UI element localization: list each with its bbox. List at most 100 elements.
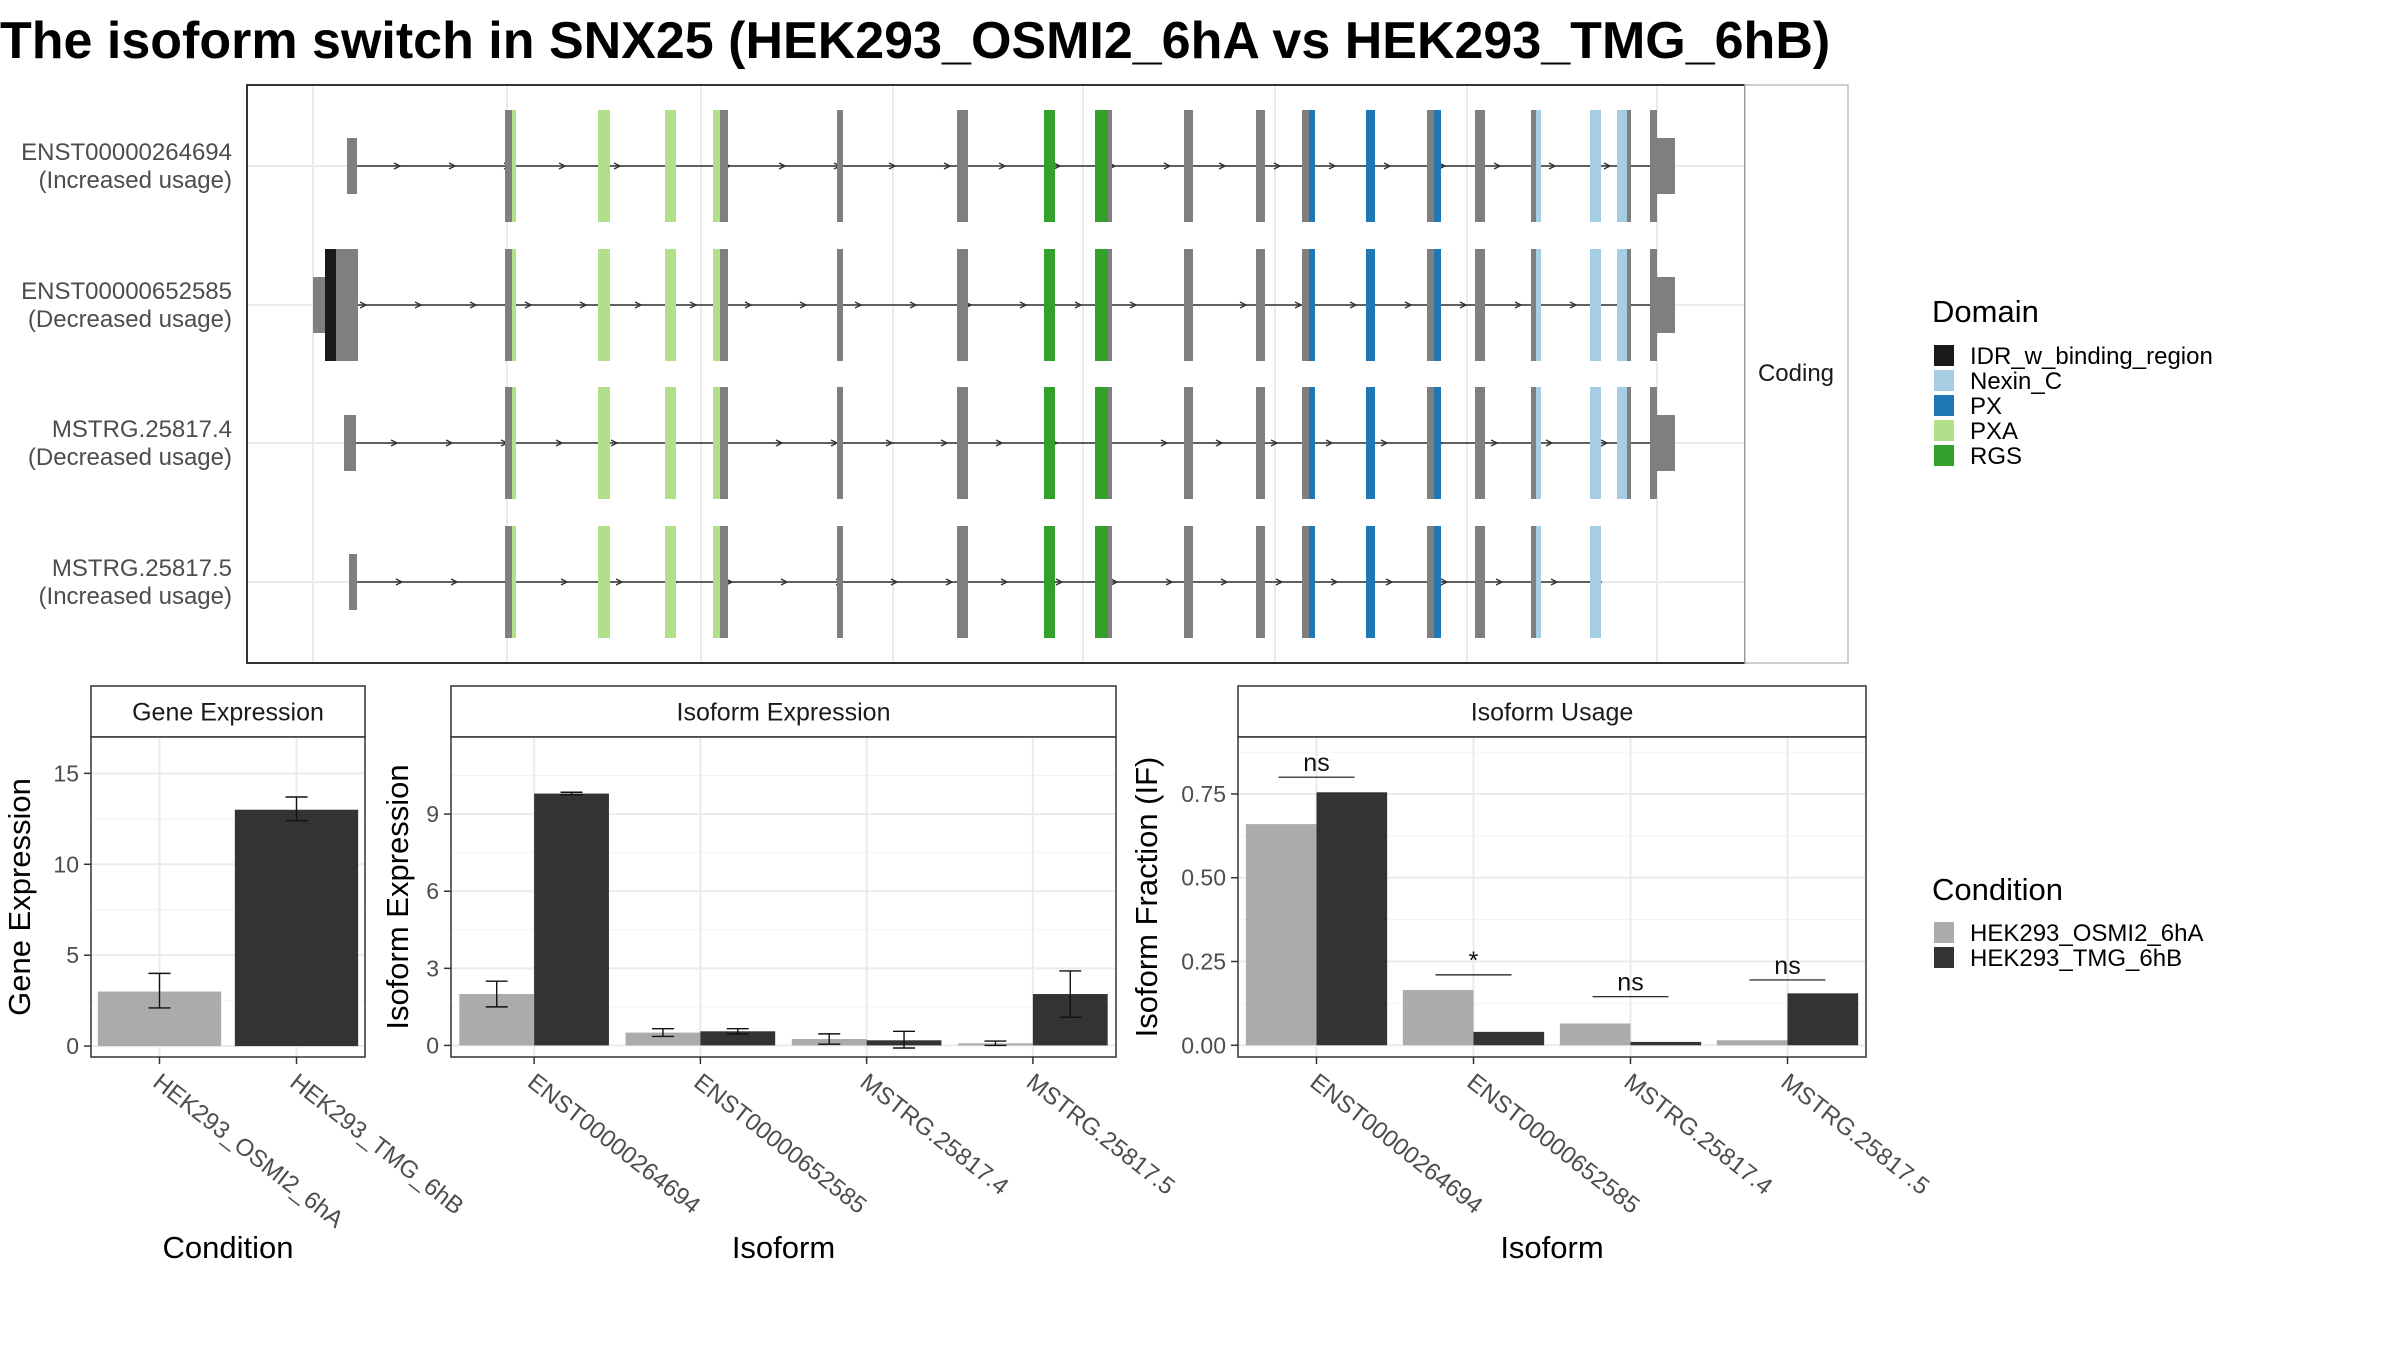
exon — [957, 387, 968, 499]
domain-segment — [1536, 526, 1541, 638]
domain-legend-label: Nexin_C — [1970, 368, 2062, 395]
exon — [1108, 387, 1112, 499]
domain-segment — [598, 110, 610, 222]
direction-arrow — [1404, 301, 1413, 309]
transcript-label: MSTRG.25817.4 — [52, 416, 232, 443]
domain-segment — [1617, 110, 1627, 222]
exon — [1108, 526, 1112, 638]
domain-segment — [1095, 249, 1108, 361]
exon — [720, 110, 728, 222]
direction-arrow — [1330, 578, 1339, 586]
domain-segment — [598, 249, 610, 361]
exon — [1184, 387, 1193, 499]
direction-arrow — [1490, 439, 1499, 447]
gene-expression-panel: Gene Expression051015HEK293_OSMI2_6hAHEK… — [2, 685, 469, 1265]
direction-arrow — [558, 162, 567, 170]
transcript-usage-label: (Decreased usage) — [28, 306, 232, 333]
direction-arrow — [1603, 162, 1612, 170]
direction-arrow — [1273, 162, 1282, 170]
direction-arrow — [780, 578, 789, 586]
isoform-expression-panel: Isoform Expression 0 3 6 9 ENST00000264694ENS… — [380, 685, 1180, 1265]
bar — [625, 1032, 701, 1046]
domain-segment — [1366, 387, 1375, 499]
direction-arrow — [1055, 578, 1064, 586]
direction-arrow — [775, 439, 784, 447]
direction-arrow — [1459, 301, 1468, 309]
significance-label: ns — [1774, 952, 1800, 980]
direction-arrow — [940, 439, 949, 447]
panel-title: Isoform Usage — [1471, 699, 1634, 727]
direction-arrow — [469, 301, 478, 309]
direction-arrow — [1163, 162, 1172, 170]
domain-legend-label: PXA — [1970, 418, 2018, 445]
domain-segment — [1044, 526, 1055, 638]
transcript-usage-label: (Increased usage) — [39, 167, 232, 194]
domain-segment — [665, 526, 676, 638]
direction-arrow — [1385, 578, 1394, 586]
plot-border — [450, 736, 1117, 1058]
domain-segment — [1617, 249, 1627, 361]
direction-arrow — [1000, 578, 1009, 586]
direction-arrow — [909, 301, 918, 309]
x-tick-label: ENST00000264694 — [522, 1068, 705, 1219]
x-axis-title: Condition — [163, 1230, 294, 1265]
significance-label: ns — [1303, 749, 1329, 777]
x-tick-label: ENST00000264694 — [1305, 1068, 1488, 1219]
x-axis-title: Isoform — [732, 1230, 835, 1265]
direction-arrow — [414, 301, 423, 309]
domain-segment — [1590, 110, 1601, 222]
direction-arrow — [1270, 439, 1279, 447]
y-tick-label: 15 — [53, 760, 79, 786]
plot-border — [1237, 736, 1867, 1058]
exon — [837, 387, 843, 499]
exon — [1427, 110, 1434, 222]
exon — [1531, 249, 1536, 361]
direction-arrow — [995, 439, 1004, 447]
domain-segment — [512, 249, 516, 361]
condition-legend-swatch — [1934, 947, 1954, 968]
direction-arrow — [448, 162, 457, 170]
exon — [1256, 110, 1265, 222]
bar — [1473, 1031, 1545, 1046]
x-tick-label: MSTRG.25817.4 — [1619, 1068, 1778, 1200]
bar — [1787, 993, 1859, 1046]
domain-segment — [1309, 110, 1315, 222]
structure-strip — [1744, 84, 1849, 664]
exon — [505, 249, 514, 361]
exon — [1302, 249, 1309, 361]
x-tick-label: ENST00000652585 — [689, 1068, 872, 1219]
domain-legend-swatch — [1934, 370, 1954, 391]
domain-segment — [1434, 110, 1441, 222]
direction-arrow — [450, 578, 459, 586]
direction-arrow — [445, 439, 454, 447]
exon — [1427, 526, 1434, 638]
exon — [1650, 110, 1657, 222]
domain-segment — [512, 387, 516, 499]
direction-arrow — [1548, 162, 1557, 170]
exon — [837, 526, 843, 638]
bar — [1245, 824, 1317, 1046]
exon — [1627, 387, 1631, 499]
exon — [1184, 249, 1193, 361]
domain-legend-title: Domain — [1932, 294, 2039, 329]
direction-arrow — [1129, 301, 1138, 309]
exon — [347, 138, 357, 194]
direction-arrow — [1495, 578, 1504, 586]
bar — [1559, 1023, 1631, 1046]
exon — [957, 526, 968, 638]
exon — [1475, 249, 1485, 361]
direction-arrow — [615, 578, 624, 586]
x-tick-label: ENST00000652585 — [1462, 1068, 1645, 1219]
panel-title: Isoform Expression — [677, 699, 891, 727]
y-tick-label: 9 — [426, 801, 439, 827]
transcript-row — [347, 110, 1675, 222]
bar — [534, 793, 609, 1046]
domain-legend-label: PX — [1970, 393, 2002, 420]
y-tick-label: 6 — [426, 878, 439, 904]
x-tick-label: MSTRG.25817.5 — [1021, 1068, 1180, 1200]
domain-segment — [1366, 526, 1375, 638]
domain-segment — [1095, 387, 1108, 499]
